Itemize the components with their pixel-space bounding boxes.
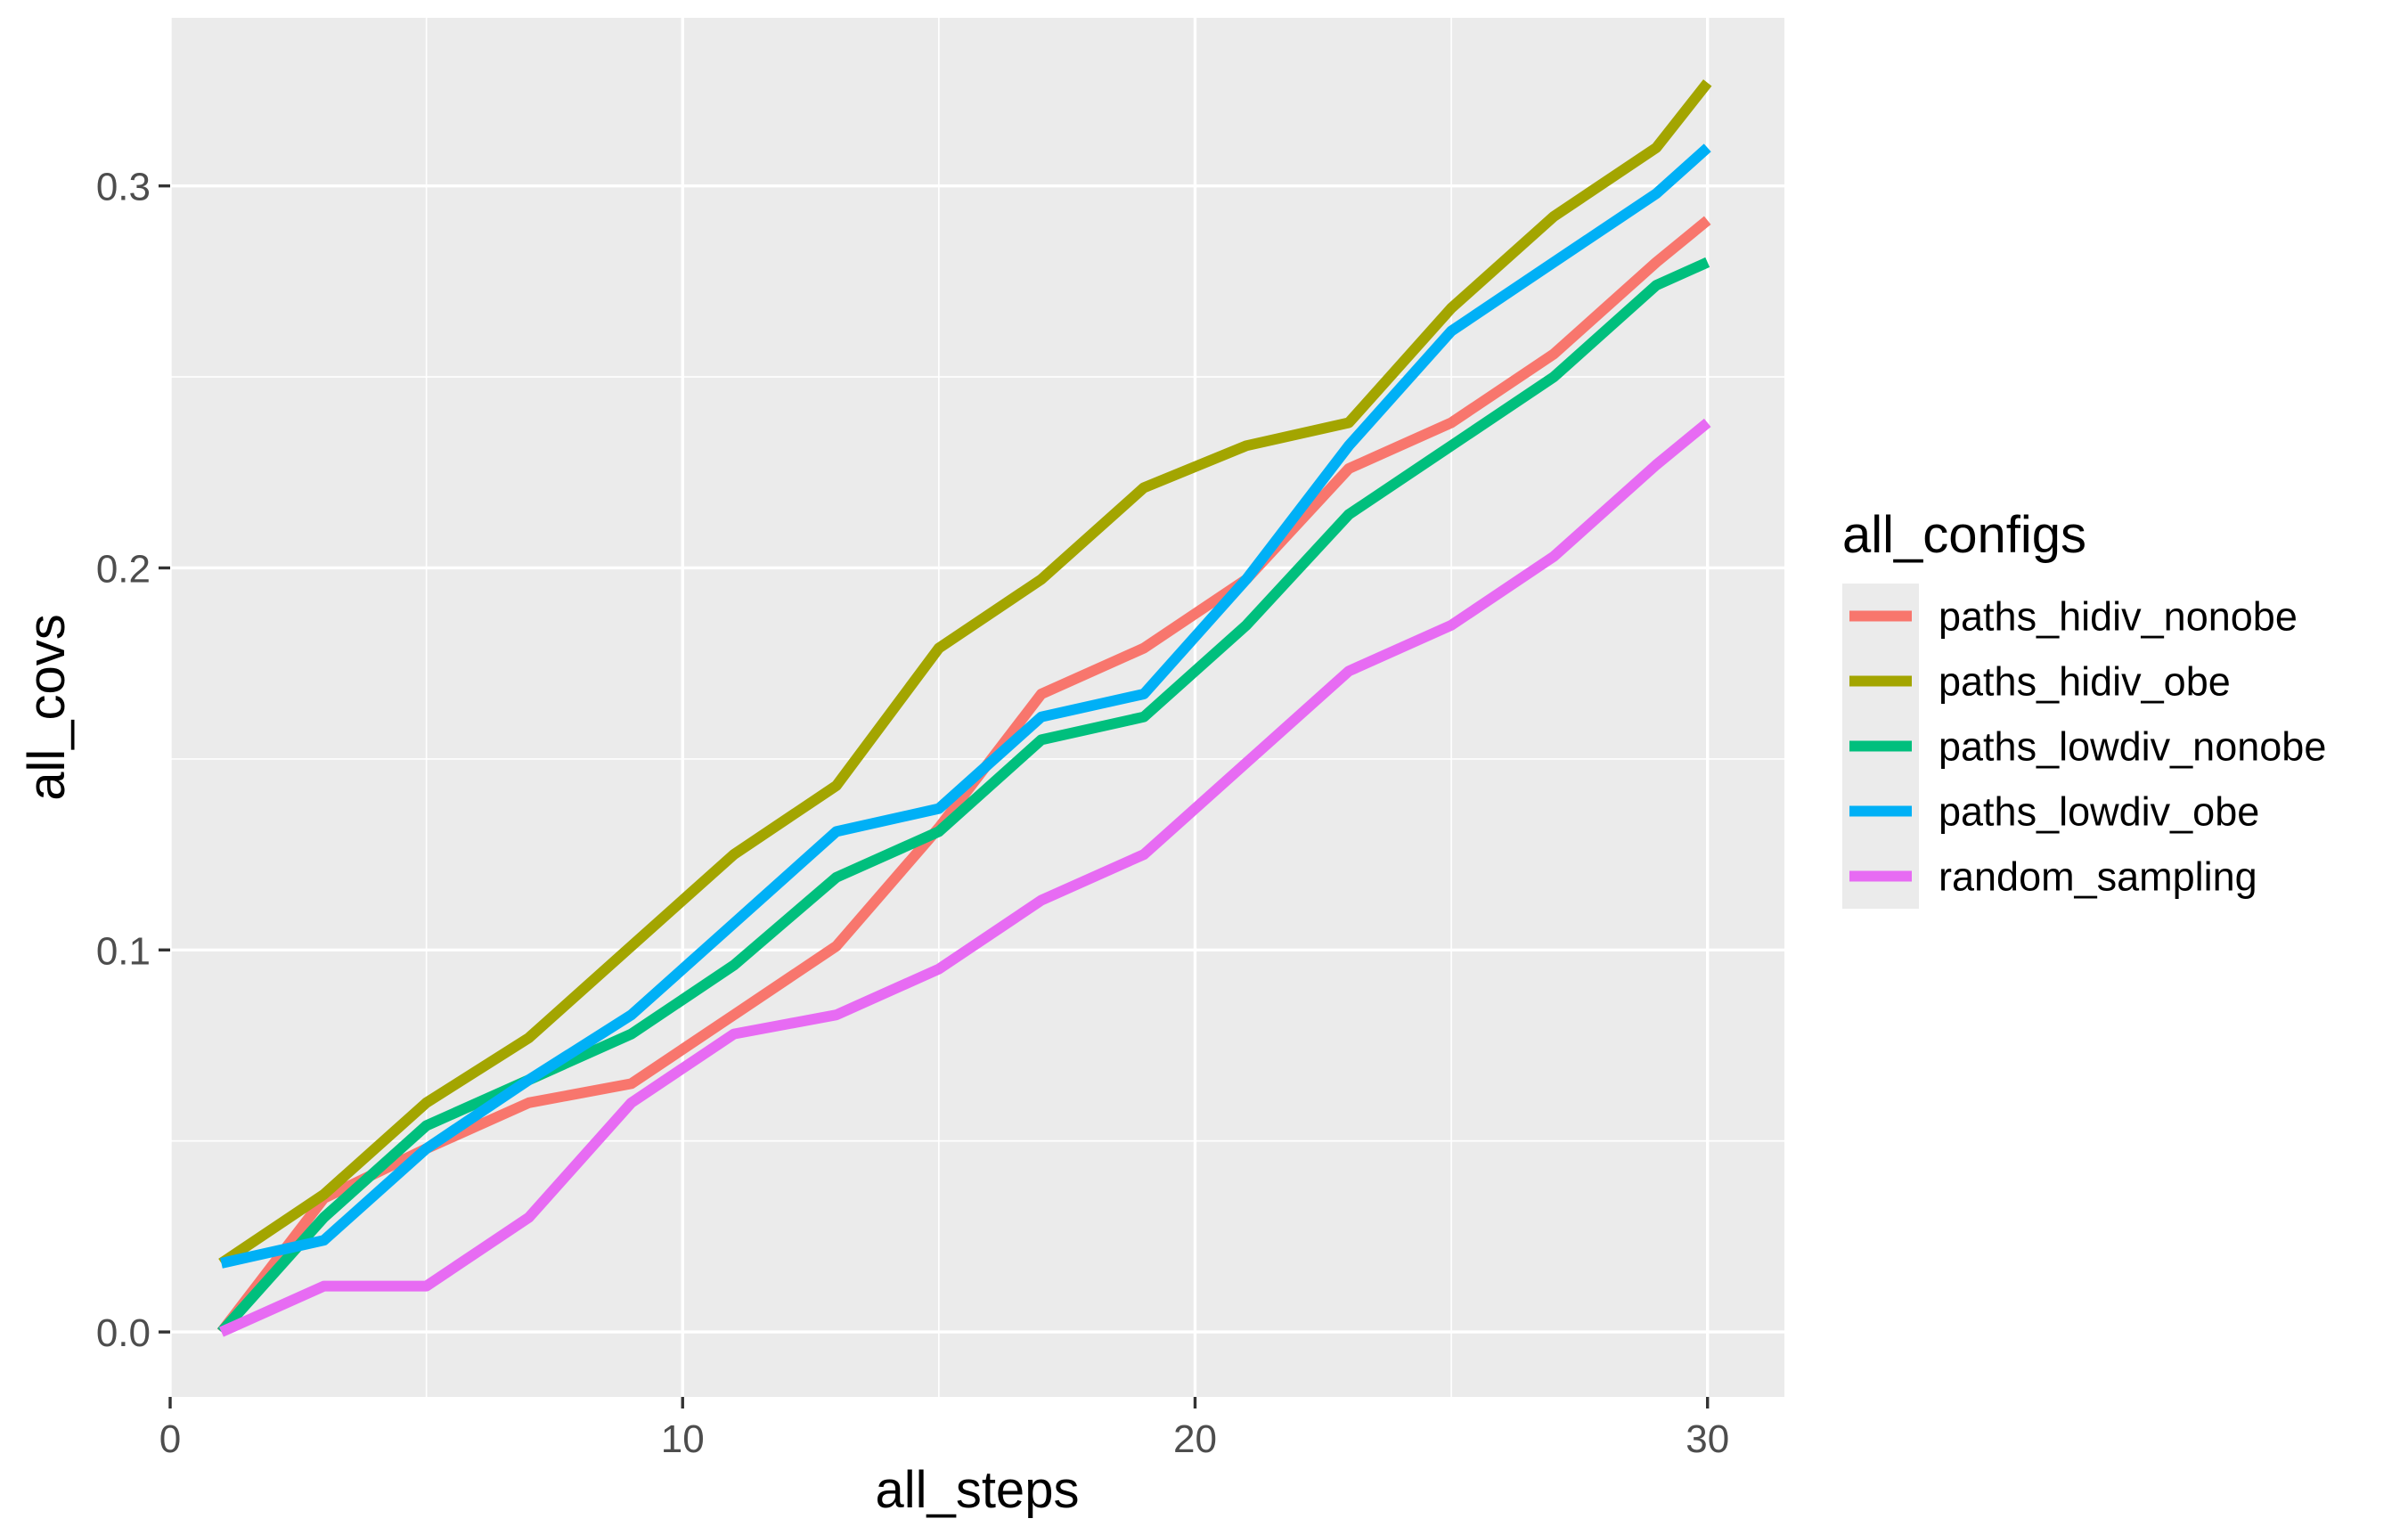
- y-tick-label: 0.1: [96, 929, 151, 973]
- legend: all_configs paths_hidiv_nonobepaths_hidi…: [1842, 506, 2326, 909]
- legend-item-paths-hidiv-obe: paths_hidiv_obe: [1842, 649, 2231, 714]
- y-axis-ticks: 0.0 0.1 0.2 0.3: [96, 166, 170, 1355]
- x-axis-title: all_steps: [876, 1461, 1080, 1519]
- legend-label: paths_lowdiv_obe: [1939, 789, 2259, 835]
- series-line-paths-lowdiv-nonobe: [217, 257, 1710, 1336]
- legend-label: paths_hidiv_obe: [1939, 659, 2231, 705]
- major-gridlines: [168, 18, 1784, 1397]
- legend-title: all_configs: [1842, 506, 2086, 564]
- x-tick-label: 0: [159, 1417, 181, 1461]
- x-tick-label: 20: [1173, 1417, 1217, 1461]
- series-line-random-sampling: [219, 418, 1711, 1337]
- series-line-paths-hidiv-obe: [218, 79, 1712, 1268]
- y-tick-label: 0.0: [96, 1311, 151, 1355]
- legend-label: random_sampling: [1939, 854, 2257, 900]
- legend-item-paths-hidiv-nonobe: paths_hidiv_nonobe: [1842, 584, 2298, 649]
- x-tick-label: 10: [661, 1417, 705, 1461]
- y-tick-label: 0.3: [96, 166, 151, 209]
- legend-item-paths-lowdiv-nonobe: paths_lowdiv_nonobe: [1842, 714, 2326, 779]
- legend-item-paths-lowdiv-obe: paths_lowdiv_obe: [1842, 779, 2259, 844]
- legend-label: paths_lowdiv_nonobe: [1939, 724, 2326, 770]
- x-tick-label: 30: [1686, 1417, 1729, 1461]
- y-tick-label: 0.2: [96, 547, 151, 591]
- legend-label: paths_hidiv_nonobe: [1939, 594, 2298, 640]
- y-axis-title: all_covs: [18, 614, 76, 801]
- legend-items: paths_hidiv_nonobe paths_hidiv_obe paths_l…: [1842, 584, 2326, 909]
- series-line-paths-lowdiv-obe: [220, 143, 1711, 1269]
- legend-item-random-sampling: random_sampling: [1842, 844, 2257, 909]
- x-axis-ticks: 0 10 20 30: [159, 1397, 1729, 1461]
- series-lines: [216, 79, 1712, 1337]
